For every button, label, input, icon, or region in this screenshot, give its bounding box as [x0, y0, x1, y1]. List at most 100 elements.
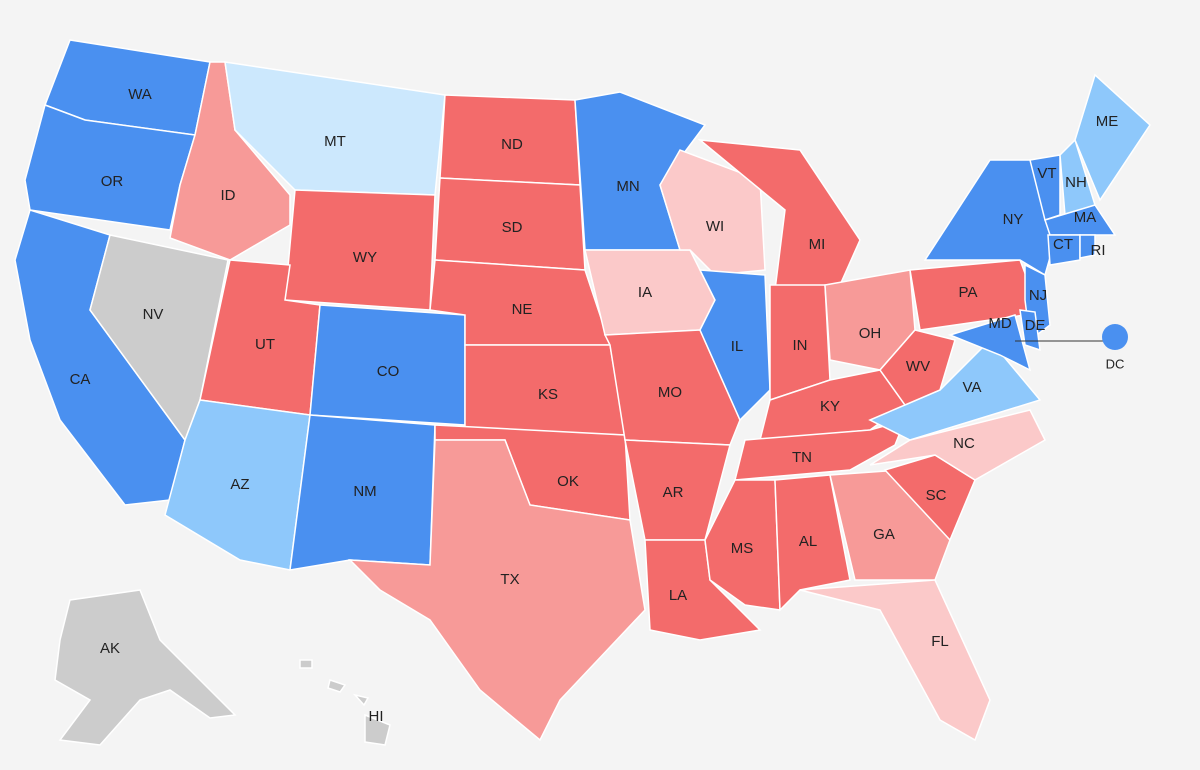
state-label: OK: [557, 473, 579, 490]
state-label: MD: [988, 315, 1011, 332]
state-label: AL: [799, 533, 817, 550]
state-label: NV: [143, 306, 164, 323]
state-label: GA: [873, 526, 895, 543]
state-shape: [327, 679, 347, 693]
state-label: KS: [538, 386, 558, 403]
state-label: WA: [128, 86, 152, 103]
state-label: TX: [500, 571, 519, 588]
state-label: ME: [1096, 113, 1119, 130]
state-label: KY: [820, 398, 840, 415]
state-label: AR: [663, 484, 684, 501]
state: KS: [464, 344, 626, 436]
state-label: MO: [658, 384, 682, 401]
state-label: IA: [638, 284, 652, 301]
state-label: VT: [1037, 165, 1056, 182]
state: WV: [879, 329, 956, 406]
state-label: LA: [669, 587, 687, 604]
state: WI: [659, 149, 766, 276]
state-label: MN: [616, 178, 639, 195]
state: IL: [698, 269, 771, 422]
state-shape: [1044, 204, 1117, 236]
state: HI: [299, 659, 391, 746]
state: AL: [774, 474, 851, 612]
state-label: ID: [221, 187, 236, 204]
state: FL: [799, 579, 991, 742]
state-label: TN: [792, 449, 812, 466]
state-label: MA: [1074, 209, 1097, 226]
state-label: WV: [906, 358, 930, 375]
state-shape: [1079, 234, 1096, 259]
state-shape: [698, 269, 771, 422]
state-label: WY: [353, 249, 377, 266]
state: CT: [1047, 234, 1081, 266]
state-label: DC: [1106, 356, 1125, 371]
state: TX: [348, 439, 646, 742]
state: LA: [644, 539, 762, 641]
state-label: NE: [512, 301, 533, 318]
state-label: OH: [859, 325, 882, 342]
state-shape: [799, 579, 991, 742]
state-label: SD: [502, 219, 523, 236]
state-shape: [947, 314, 1032, 372]
state-shape: [1019, 309, 1041, 352]
state: WY: [284, 189, 436, 311]
state: MS: [704, 479, 781, 611]
state-label: CA: [70, 371, 91, 388]
state-label: MI: [809, 236, 826, 253]
state-label: SC: [926, 487, 947, 504]
state: NM: [289, 414, 436, 571]
state: DE: [1019, 309, 1046, 352]
state: MT: [224, 61, 446, 196]
state: SD: [434, 177, 586, 271]
state: SC: [883, 454, 976, 542]
state: NE: [429, 259, 612, 346]
state-shape: [299, 659, 313, 669]
state: ND: [439, 94, 581, 186]
state-label: MT: [324, 133, 346, 150]
state-label: NM: [353, 483, 376, 500]
state-label: PA: [959, 284, 978, 301]
state-label: IN: [793, 337, 808, 354]
state-shape: [54, 589, 237, 746]
state: CO: [309, 304, 466, 426]
state: MA: [1044, 204, 1117, 236]
state-marker: [1102, 324, 1128, 350]
state: ME: [1074, 73, 1151, 202]
state-shape: [1047, 234, 1081, 266]
state-shape: [348, 439, 646, 742]
state-label: HI: [369, 708, 384, 725]
state-shape: [879, 329, 956, 406]
state-label: RI: [1091, 242, 1106, 259]
state-shape: [774, 474, 851, 612]
state: RI: [1079, 234, 1106, 259]
state-label: NC: [953, 435, 975, 452]
state-label: UT: [255, 336, 275, 353]
state: DC: [1015, 324, 1128, 371]
state-shape: [352, 693, 370, 707]
state-label: VA: [963, 379, 982, 396]
state-shape: [1074, 73, 1151, 202]
state-label: AK: [100, 640, 120, 657]
state-label: NJ: [1029, 287, 1047, 304]
state: GA: [829, 469, 951, 581]
state: MD: [947, 314, 1032, 372]
state-label: ND: [501, 136, 523, 153]
state: IA: [584, 249, 716, 336]
state: PA: [909, 259, 1036, 331]
state: NH: [1059, 138, 1096, 217]
state-label: DE: [1025, 317, 1046, 334]
state-label: WI: [706, 218, 724, 235]
state-label: CO: [377, 363, 400, 380]
state-label: AZ: [230, 476, 249, 493]
state-label: OR: [101, 173, 124, 190]
state-label: MS: [731, 540, 754, 557]
state: AZ: [164, 399, 311, 571]
state-shape: [364, 713, 391, 746]
state-label: NH: [1065, 174, 1087, 191]
state: AK: [54, 589, 237, 746]
state: NV: [89, 234, 229, 442]
state-label: CT: [1053, 236, 1073, 253]
state-label: FL: [931, 633, 949, 650]
state-label: NY: [1003, 211, 1024, 228]
